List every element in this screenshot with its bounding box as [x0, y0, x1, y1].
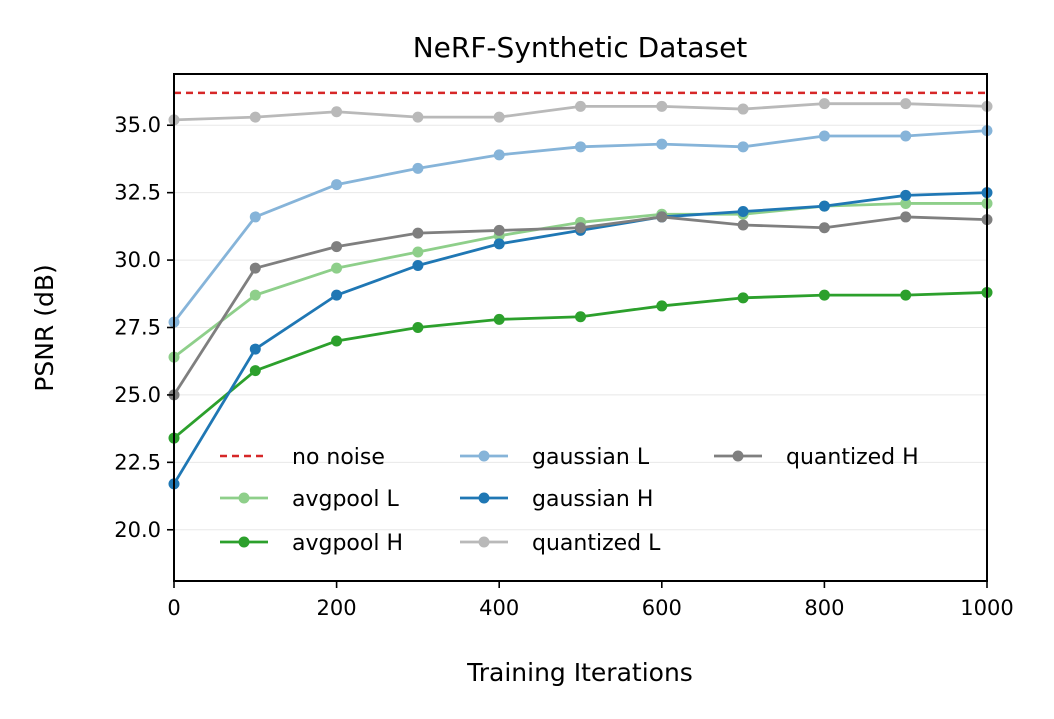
data-point-avgpool-h [249, 365, 261, 377]
legend-label-quantized-l: quantized L [532, 531, 661, 556]
data-point-avgpool-h [412, 322, 424, 333]
data-point-avgpool-l [900, 197, 912, 209]
data-point-gaussian-l [575, 141, 586, 153]
data-point-quantized-h [249, 262, 261, 274]
y-tick-label: 35.0 [114, 113, 161, 137]
data-point-gaussian-h [737, 206, 749, 218]
x-tick-label: 600 [642, 596, 682, 620]
data-point-gaussian-h [412, 259, 424, 271]
x-tick-label: 800 [804, 596, 844, 620]
data-point-gaussian-l [493, 149, 505, 161]
data-point-quantized-h [412, 227, 424, 239]
data-point-avgpool-h [818, 289, 830, 301]
data-point-avgpool-h [493, 313, 505, 325]
x-tick-label: 0 [167, 596, 180, 620]
y-tick-label: 30.0 [114, 248, 161, 272]
data-point-quantized-h [331, 241, 343, 253]
series-line-gaussian-h [172, 191, 988, 485]
legend-label-avgpool-h: avgpool H [292, 531, 403, 556]
data-point-gaussian-h [493, 238, 505, 250]
y-tick-label: 20.0 [114, 518, 161, 542]
legend-marker-gaussian-l [478, 450, 490, 462]
data-point-quantized-l [818, 98, 830, 110]
data-point-quantized-l [575, 100, 586, 112]
x-tick-label: 400 [479, 596, 519, 620]
data-point-quantized-l [656, 100, 668, 112]
y-tick-label: 22.5 [114, 450, 161, 474]
data-point-quantized-h [900, 211, 912, 223]
chart-title: NeRF-Synthetic Dataset [413, 31, 748, 64]
data-point-quantized-h [656, 211, 668, 223]
data-point-avgpool-h [900, 289, 912, 301]
legend-marker-avgpool-h [238, 536, 250, 548]
data-point-quantized-l [249, 111, 261, 123]
data-point-quantized-l [493, 111, 505, 123]
x-tick-label: 1000 [960, 596, 1013, 620]
data-point-gaussian-l [249, 211, 261, 223]
data-point-gaussian-h [331, 289, 343, 301]
data-point-quantized-l [412, 111, 424, 123]
data-point-gaussian-h [249, 343, 261, 355]
legend-label-gaussian-l: gaussian L [532, 445, 650, 470]
legend: no noise avgpool L avgpool H gaussian L gaus… [220, 445, 919, 556]
data-point-gaussian-l [900, 130, 912, 142]
legend-marker-quantized-h [732, 450, 744, 462]
data-point-quantized-h [818, 222, 830, 234]
x-axis-label: Training Iterations [466, 658, 693, 687]
data-point-quantized-h [737, 219, 749, 231]
legend-label-no-noise: no noise [292, 445, 385, 470]
data-point-quantized-l [331, 106, 343, 118]
data-point-avgpool-h [737, 292, 749, 304]
data-point-avgpool-h [656, 300, 668, 312]
data-point-gaussian-l [331, 179, 343, 191]
data-point-gaussian-h [818, 200, 830, 212]
legend-marker-avgpool-l [238, 492, 250, 504]
legend-label-quantized-h: quantized H [786, 445, 919, 470]
data-point-gaussian-h [900, 189, 912, 201]
legend-label-gaussian-h: gaussian H [532, 487, 653, 512]
legend-marker-gaussian-h [478, 492, 490, 504]
y-tick-label: 25.0 [114, 383, 161, 407]
axes: 0 200 400 600 800 1000 20.0 22.5 25.0 27.5 30.0 32.… [114, 73, 1014, 620]
data-point-quantized-l [900, 98, 912, 110]
y-tick-label: 32.5 [114, 181, 161, 205]
data-point-avgpool-l [412, 246, 424, 258]
plot-area [168, 91, 993, 490]
data-point-gaussian-l [818, 130, 830, 142]
legend-marker-quantized-l [478, 536, 490, 548]
legend-label-avgpool-l: avgpool L [292, 487, 399, 512]
data-point-avgpool-h [575, 311, 586, 323]
y-axis-label: PSNR (dB) [30, 264, 59, 392]
data-point-avgpool-h [331, 335, 343, 347]
data-point-avgpool-l [331, 262, 343, 274]
data-point-quantized-h [575, 222, 586, 234]
data-point-gaussian-l [412, 162, 424, 174]
data-point-gaussian-l [656, 138, 668, 150]
series-line-quantized-h [172, 215, 988, 396]
data-point-avgpool-l [249, 289, 261, 301]
grid-lines [174, 124, 987, 531]
x-tick-label: 200 [317, 596, 357, 620]
data-point-quantized-h [493, 224, 505, 236]
data-point-quantized-l [737, 103, 749, 115]
data-point-gaussian-l [737, 141, 749, 153]
y-tick-label: 27.5 [114, 316, 161, 340]
